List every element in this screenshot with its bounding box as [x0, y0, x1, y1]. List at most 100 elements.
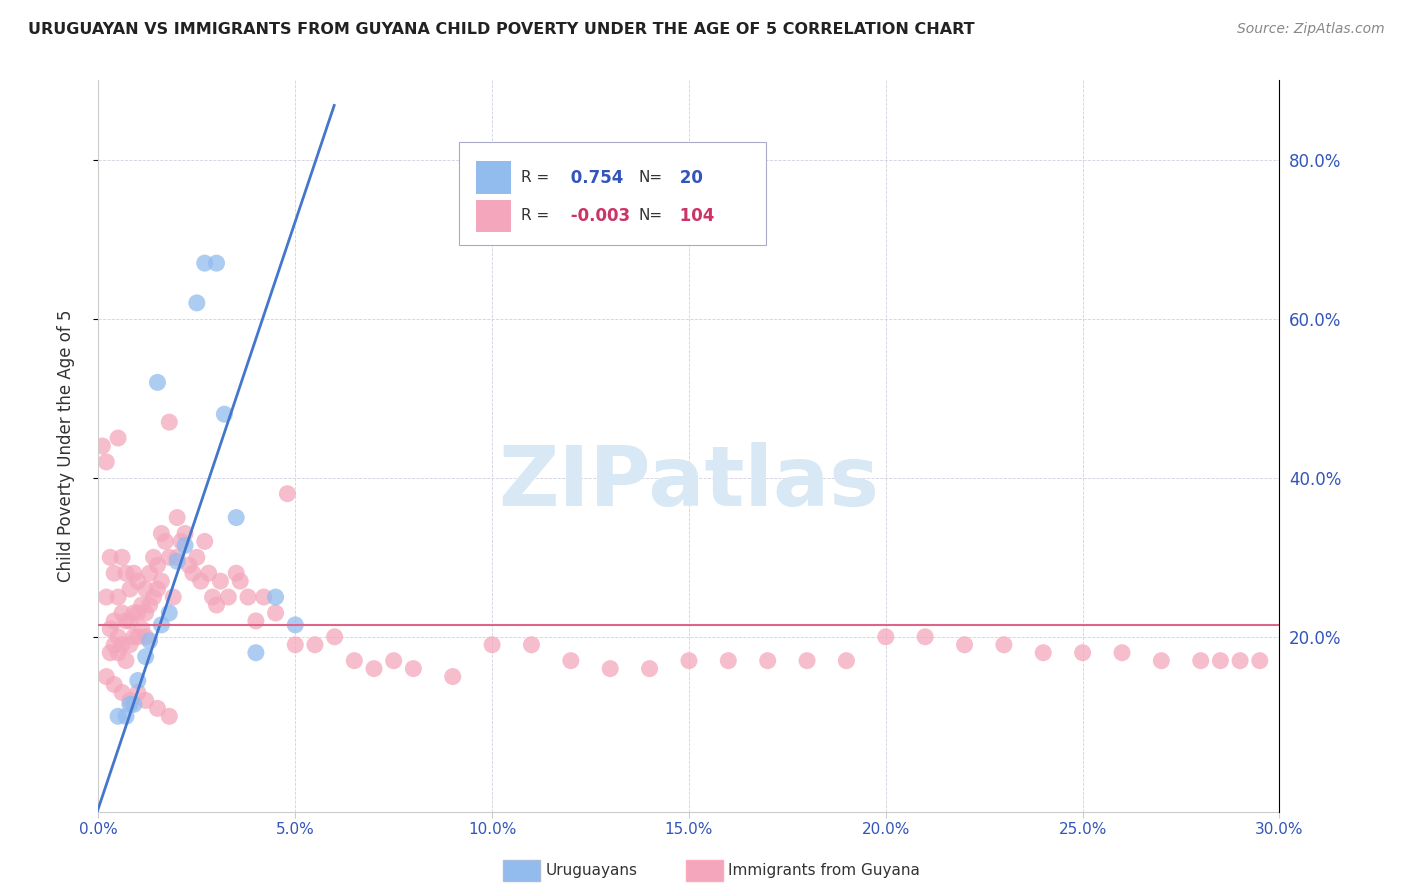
Point	[835, 654, 858, 668]
Point	[103, 677, 125, 691]
Point	[1111, 646, 1133, 660]
Point	[115, 614, 138, 628]
Point	[150, 618, 173, 632]
Point	[127, 630, 149, 644]
Point	[96, 590, 118, 604]
Point	[150, 574, 173, 589]
Point	[142, 550, 165, 565]
Point	[135, 693, 157, 707]
Point	[111, 606, 134, 620]
Point	[520, 638, 543, 652]
Point	[194, 256, 217, 270]
Text: 20: 20	[673, 169, 703, 186]
Point	[103, 614, 125, 628]
Point	[276, 486, 298, 500]
Text: N=: N=	[638, 170, 662, 185]
Point	[264, 590, 287, 604]
Point	[205, 598, 228, 612]
Point	[155, 534, 177, 549]
Point	[146, 558, 169, 573]
Point	[127, 574, 149, 589]
Point	[135, 606, 157, 620]
Point	[111, 550, 134, 565]
Point	[103, 566, 125, 581]
Point	[91, 439, 114, 453]
Text: Immigrants from Guyana: Immigrants from Guyana	[728, 863, 920, 878]
Point	[162, 590, 184, 604]
Point	[253, 590, 276, 604]
Point	[157, 709, 180, 723]
Text: 0.754: 0.754	[565, 169, 623, 186]
Point	[118, 614, 141, 628]
Point	[304, 638, 326, 652]
Point	[363, 662, 385, 676]
Point	[402, 662, 425, 676]
Point	[875, 630, 897, 644]
Point	[98, 646, 121, 660]
Point	[1249, 654, 1271, 668]
Point	[98, 622, 121, 636]
Point	[214, 407, 236, 421]
Point	[135, 649, 157, 664]
Text: R =: R =	[522, 170, 550, 185]
Point	[138, 598, 160, 612]
Point	[146, 376, 169, 390]
Point	[142, 590, 165, 604]
Point	[150, 526, 173, 541]
Point	[284, 618, 307, 632]
Point	[225, 566, 247, 581]
Text: URUGUAYAN VS IMMIGRANTS FROM GUYANA CHILD POVERTY UNDER THE AGE OF 5 CORRELATION: URUGUAYAN VS IMMIGRANTS FROM GUYANA CHIL…	[28, 22, 974, 37]
Point	[118, 582, 141, 596]
Point	[135, 630, 157, 644]
Point	[1150, 654, 1173, 668]
Text: N=: N=	[638, 208, 662, 223]
Point	[284, 638, 307, 652]
Point	[146, 582, 169, 596]
Point	[118, 638, 141, 652]
Point	[166, 510, 188, 524]
Point	[115, 654, 138, 668]
Point	[157, 550, 180, 565]
Point	[118, 698, 141, 712]
FancyBboxPatch shape	[477, 161, 510, 194]
Point	[107, 646, 129, 660]
Point	[138, 633, 160, 648]
Point	[186, 550, 208, 565]
Point	[441, 669, 464, 683]
Point	[174, 526, 197, 541]
Point	[217, 590, 239, 604]
Point	[146, 701, 169, 715]
Point	[599, 662, 621, 676]
Point	[225, 510, 247, 524]
Point	[796, 654, 818, 668]
Point	[264, 606, 287, 620]
Point	[157, 606, 180, 620]
Point	[122, 566, 145, 581]
Point	[157, 415, 180, 429]
Point	[323, 630, 346, 644]
Point	[107, 630, 129, 644]
Text: R =: R =	[522, 208, 550, 223]
Point	[96, 669, 118, 683]
Point	[229, 574, 252, 589]
Point	[122, 698, 145, 712]
Text: Uruguayans: Uruguayans	[546, 863, 637, 878]
Point	[993, 638, 1015, 652]
Point	[127, 606, 149, 620]
Point	[209, 574, 232, 589]
FancyBboxPatch shape	[477, 200, 510, 232]
Point	[186, 296, 208, 310]
Point	[131, 598, 153, 612]
Point	[135, 582, 157, 596]
Point	[103, 638, 125, 652]
Point	[638, 662, 661, 676]
Point	[481, 638, 503, 652]
Point	[181, 566, 204, 581]
Y-axis label: Child Poverty Under the Age of 5: Child Poverty Under the Age of 5	[56, 310, 75, 582]
Point	[166, 550, 188, 565]
Point	[111, 638, 134, 652]
Point	[560, 654, 582, 668]
FancyBboxPatch shape	[458, 143, 766, 244]
Point	[245, 646, 267, 660]
Point	[197, 566, 219, 581]
